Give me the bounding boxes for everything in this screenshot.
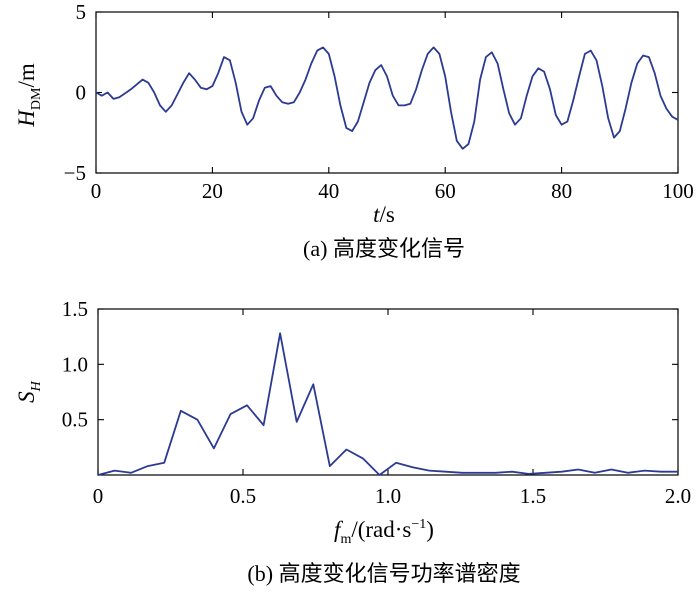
y-tick-label: 0 (76, 81, 87, 105)
x-tick-label: 60 (435, 179, 456, 203)
chart-b-y-axis-title: SH (14, 380, 44, 403)
x-tick-label: 2.0 (665, 484, 691, 508)
chart-b-y-tick-labels: 0.5 1.0 1.5 (62, 297, 88, 432)
chart-a-x-axis-title: t/s (373, 202, 395, 227)
chart-a: 0 20 40 60 80 100 −505 t/s HDM/m (a) 高度变化信号 (14, 0, 694, 261)
chart-a-y-tick-labels: −5 0 5 (64, 0, 86, 185)
chart-a-ticks (95, 11, 679, 174)
chart-b-caption: (b) 高度变化信号功率谱密度 (247, 561, 520, 586)
x-tick-label: 0.5 (230, 484, 256, 508)
x-tick-label: 0 (91, 179, 102, 203)
y-tick-label: 1.0 (62, 352, 88, 376)
chart-a-y-axis-title: HDM/m (14, 63, 44, 128)
chart-b-plot-frame (97, 308, 679, 476)
chart-b-series (97, 332, 678, 476)
x-tick-label: 80 (551, 179, 572, 203)
chart-a-plot-frame (95, 11, 679, 174)
x-tick-label: 1.5 (520, 484, 546, 508)
chart-b-ticks (97, 308, 679, 475)
y-tick-label: 5 (76, 0, 87, 24)
chart-a-series (95, 46, 679, 150)
chart-b: 0 0.5 1.0 1.5 2.0 0.51.01.5 fm/(rad·s−1) SH … (14, 297, 691, 586)
x-tick-label: 100 (662, 179, 694, 203)
x-tick-label: 1.0 (375, 484, 401, 508)
x-tick-label: 0 (93, 484, 104, 508)
y-tick-label: 0.5 (62, 408, 88, 432)
chart-b-x-tick-labels: 0 0.5 1.0 1.5 2.0 (93, 484, 691, 508)
series-line (97, 332, 678, 476)
chart-a-caption: (a) 高度变化信号 (303, 236, 465, 261)
x-tick-label: 40 (318, 179, 339, 203)
y-tick-label: −5 (64, 161, 86, 185)
chart-b-x-axis-title: fm/(rad·s−1) (334, 517, 434, 547)
x-tick-label: 20 (202, 179, 223, 203)
y-tick-label: 1.5 (62, 297, 88, 321)
series-line (95, 46, 679, 150)
chart-a-x-tick-labels: 0 20 40 60 80 100 (91, 179, 694, 203)
